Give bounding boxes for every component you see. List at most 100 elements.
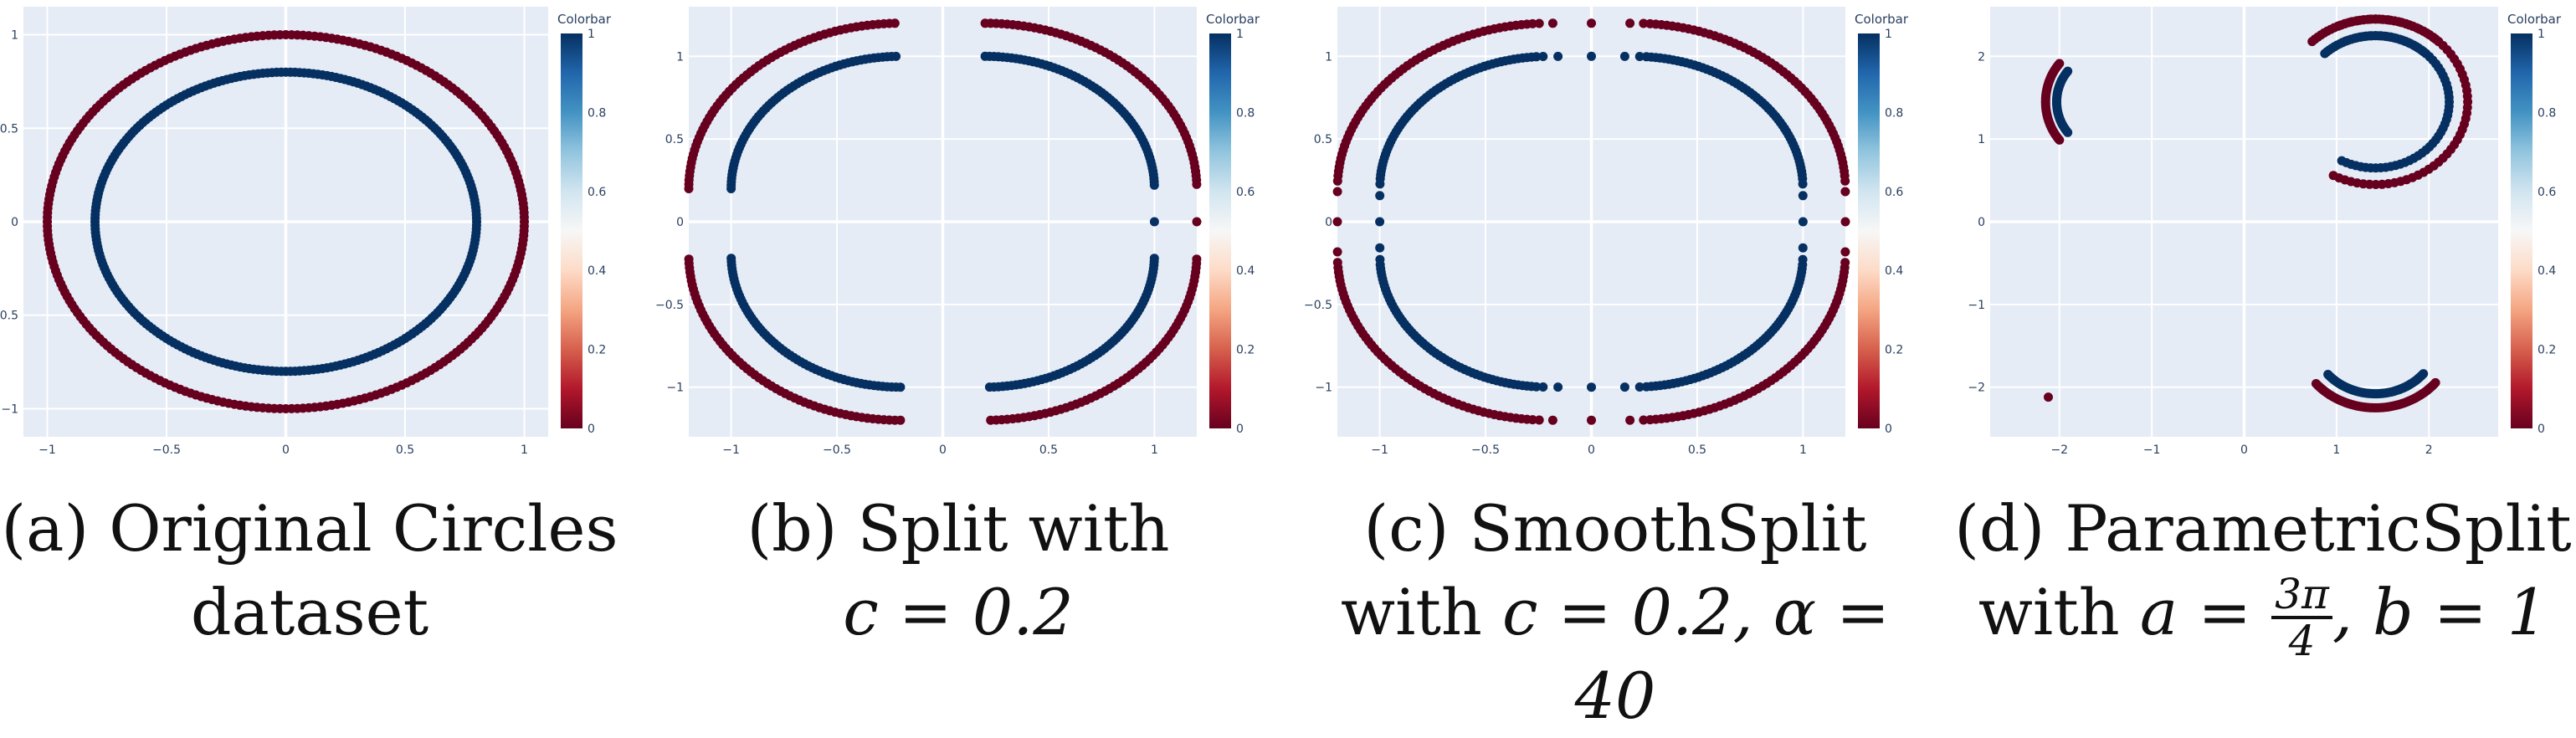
data-point	[980, 51, 990, 61]
x-tick-label: 0	[2240, 443, 2248, 457]
data-point	[1619, 382, 1629, 392]
y-tick-label: 0.5	[1314, 133, 1332, 146]
colorbar-tick-label: 0	[2538, 423, 2545, 436]
data-point	[2063, 127, 2073, 137]
data-point	[1375, 243, 1385, 253]
y-tick-label: 0	[1978, 216, 1985, 229]
colorbar-tick-label: 0.4	[588, 264, 606, 278]
data-point	[1527, 415, 1537, 425]
data-point	[2055, 135, 2065, 145]
fraction-denominator: 4	[2288, 617, 2316, 665]
scatter-chart-b: −1 −0.5 0 0.5 1−1−0.500.51Colorbar00.20.40.6…	[655, 7, 1260, 457]
data-point	[2444, 101, 2454, 111]
data-point	[1375, 179, 1385, 189]
colorbar-tick-label: 0.4	[1885, 264, 1903, 278]
caption-c-line1: (c) SmoothSplit	[1363, 491, 1867, 566]
data-point	[2320, 49, 2330, 59]
x-tick-label: 0.5	[1688, 443, 1706, 457]
scatter-chart-d: −2 −1 0 1 2 −2 −1 0 1 2 Colorbar 0 0.2 0.4 0.6 0.8 1	[1968, 7, 2562, 457]
data-point	[895, 415, 906, 425]
panel-c: −1 −0.5 0 0.5 1 −1 −0.5 0 0.5 1 Colorbar 0 0.2 0.4 0.6…	[1297, 0, 1933, 733]
data-point	[1534, 18, 1544, 28]
x-tick-label: 0.5	[1039, 443, 1058, 457]
caption-d-line1: (d) ParametricSplit	[1954, 491, 2572, 566]
y-tick-label: −1	[1315, 382, 1332, 395]
data-point	[1332, 176, 1342, 186]
colorbar-tick-label: 0.6	[2538, 186, 2556, 199]
data-point	[1375, 217, 1385, 227]
data-point	[1553, 51, 1563, 61]
data-point	[1798, 191, 1808, 201]
caption-a: (a) Original Circles dataset	[0, 487, 619, 654]
caption-d-math-b: , b = 1	[2332, 575, 2548, 649]
data-point	[1547, 18, 1557, 28]
scatter-chart-a: −1−0.500.51−1−0.500.51Colorbar00.20.40.6…	[0, 7, 612, 457]
caption-c: (c) SmoothSplit with c = 0.2, α = 40	[1297, 487, 1933, 738]
colorbar-tick-label: 0.6	[1885, 186, 1903, 199]
data-point	[1149, 254, 1159, 264]
data-point	[1639, 18, 1649, 28]
colorbar	[1858, 33, 1880, 428]
data-point	[1587, 415, 1596, 425]
data-point	[1840, 258, 1850, 268]
panel-a: −1−0.500.51−1−0.500.51Colorbar00.20.40.6…	[0, 0, 619, 730]
y-tick-label: −1	[666, 382, 684, 395]
x-tick-label: −0.5	[823, 443, 851, 457]
x-tick-label: 1	[521, 443, 528, 457]
scatter-points	[684, 18, 1202, 425]
data-point	[2307, 37, 2317, 47]
fraction-numerator: 3π	[2271, 572, 2332, 619]
scatter-points	[2040, 14, 2473, 413]
x-tick-label: −1	[38, 443, 56, 457]
y-tick-label: 1	[1325, 50, 1332, 64]
data-point	[1534, 415, 1544, 425]
caption-c-line2-math: c = 0.2, α = 40	[1502, 575, 1890, 733]
colorbar-tick-label: 0.8	[588, 106, 606, 120]
x-tick-label: −1	[722, 443, 740, 457]
x-tick-label: −1	[2143, 443, 2161, 457]
colorbar-title: Colorbar	[1855, 12, 1909, 27]
caption-d-fraction: 3π 4	[2271, 572, 2332, 663]
caption-c-line2-text: with	[1341, 575, 1503, 649]
colorbar-tick-label: 0.8	[2538, 106, 2556, 120]
caption-a-line2: dataset	[190, 575, 429, 649]
colorbar-tick-label: 1	[2538, 28, 2545, 41]
x-tick-label: 1	[1799, 443, 1807, 457]
y-tick-label: −2	[1968, 382, 1985, 395]
data-point	[1840, 217, 1850, 227]
data-point	[1840, 187, 1850, 197]
caption-b-line1: (b) Split with	[747, 491, 1170, 566]
data-point	[1634, 382, 1645, 392]
y-tick-label: −1	[1968, 299, 1985, 312]
colorbar-tick-label: 0.6	[1236, 186, 1255, 199]
y-tick-label: −1	[1, 402, 18, 416]
y-tick-label: −0.5	[0, 310, 18, 323]
y-tick-label: −0.5	[655, 299, 684, 312]
data-point	[519, 221, 529, 231]
data-point	[684, 184, 694, 193]
data-point	[1532, 382, 1542, 392]
data-point	[1645, 18, 1655, 28]
data-point	[1538, 52, 1548, 61]
data-point	[1798, 254, 1808, 264]
scatter-chart-c: −1 −0.5 0 0.5 1−1−0.500.51Colorbar00.20.40.6…	[1304, 7, 1909, 457]
y-tick-label: 1	[1978, 133, 1985, 146]
colorbar	[1209, 33, 1231, 428]
x-tick-label: 1	[1151, 443, 1158, 457]
x-tick-label: 0.5	[396, 443, 414, 457]
y-tick-label: 0	[676, 216, 684, 229]
scatter-points	[1332, 18, 1850, 425]
data-point	[1192, 217, 1202, 227]
colorbar-tick-label: 1	[1885, 28, 1892, 41]
colorbar	[561, 33, 582, 428]
data-point	[1587, 18, 1596, 28]
x-tick-label: 1	[2332, 443, 2340, 457]
x-tick-label: 0	[939, 443, 947, 457]
colorbar-tick-label: 0.4	[2538, 264, 2556, 278]
data-point	[1840, 247, 1850, 257]
colorbar-title: Colorbar	[557, 12, 612, 27]
caption-d-math-a: a =	[2139, 575, 2272, 649]
colorbar-tick-label: 0	[1885, 423, 1892, 436]
data-point	[1553, 382, 1563, 392]
caption-b-line2: c = 0.2	[843, 575, 1074, 649]
